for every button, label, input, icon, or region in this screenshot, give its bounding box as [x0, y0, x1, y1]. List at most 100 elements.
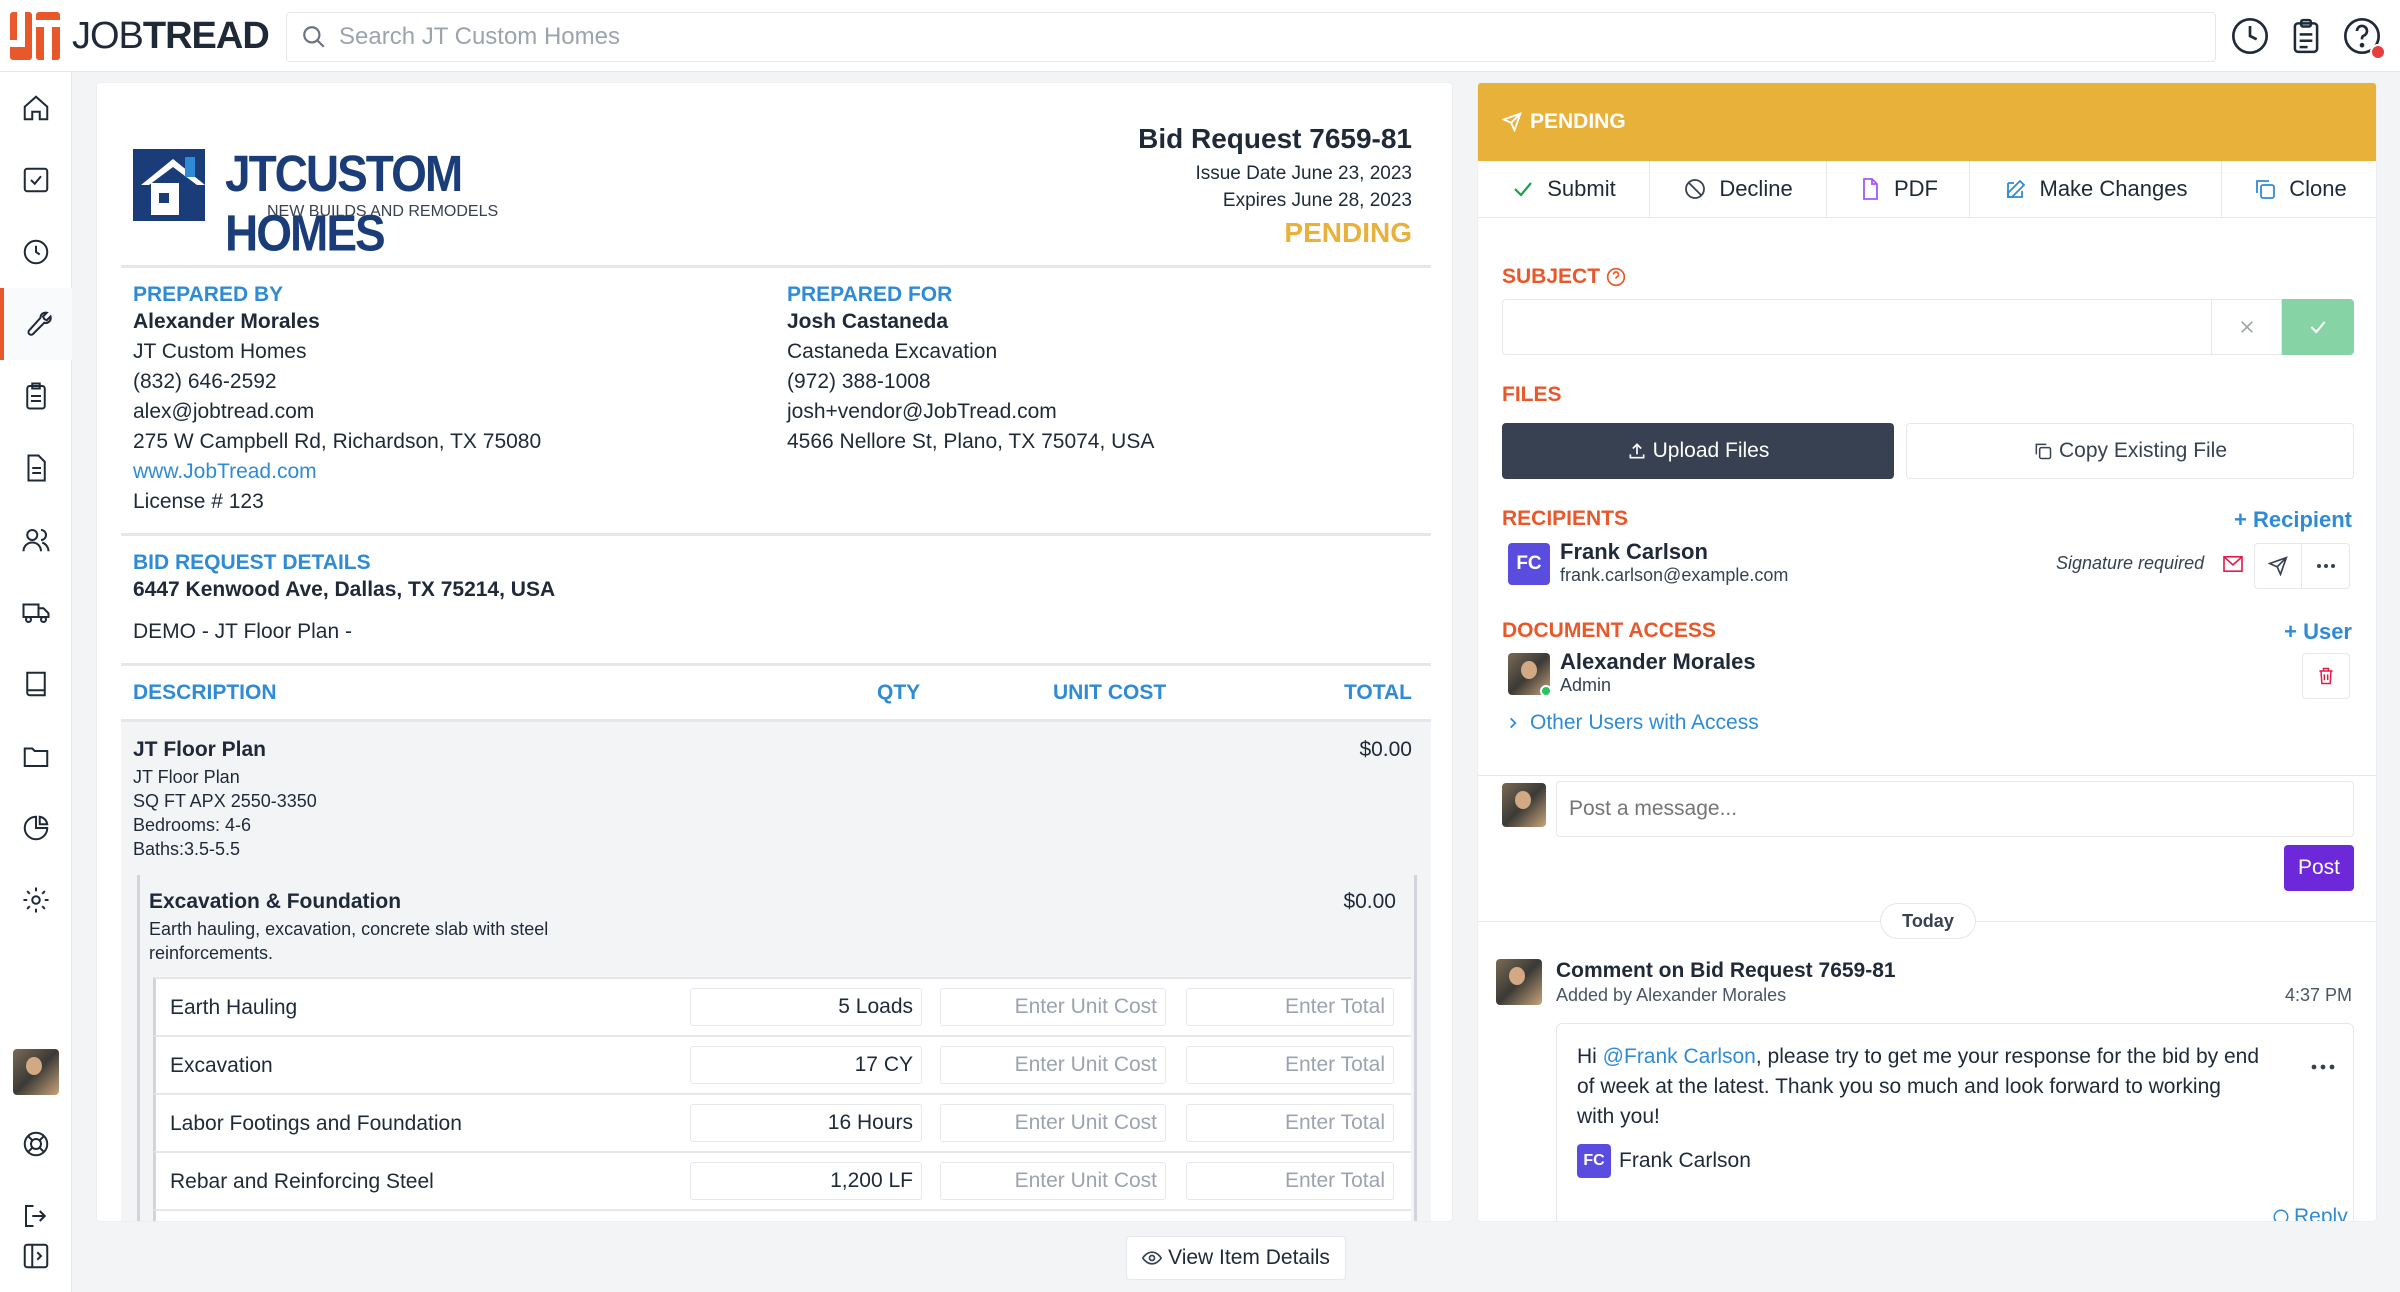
view-item-details-button[interactable]: View Item Details: [1126, 1236, 1346, 1280]
comment-avatar: [1496, 959, 1542, 1005]
search-input[interactable]: [339, 23, 2139, 51]
make-changes-button[interactable]: Make Changes: [1970, 161, 2222, 217]
bid-details-block: BID REQUEST DETAILS 6447 Kenwood Ave, Da…: [133, 551, 555, 647]
company-name: JTCUSTOM HOMES: [225, 144, 463, 262]
reply-icon: [2273, 1209, 2289, 1221]
access-user-avatar: [1508, 653, 1552, 697]
other-users-toggle[interactable]: Other Users with Access: [1506, 711, 1759, 735]
bid-status: PENDING: [1284, 217, 1412, 248]
collapse-sidebar-icon[interactable]: [0, 1220, 72, 1292]
help-icon[interactable]: [2340, 14, 2386, 60]
total-input[interactable]: [1186, 1162, 1394, 1200]
users-icon[interactable]: [0, 504, 72, 576]
clipboard-list-icon[interactable]: [0, 360, 72, 432]
app-name: JOBTREAD: [72, 14, 270, 57]
table-row: Labor Footings and Foundation 16 Hours: [153, 1093, 1411, 1151]
prepared-for-company: Castaneda Excavation: [787, 340, 998, 363]
total-input[interactable]: [1186, 1046, 1394, 1084]
subgroup-line: reinforcements.: [149, 943, 274, 963]
prepared-for-block: PREPARED FOR Josh Castaneda Castaneda Ex…: [787, 283, 1154, 457]
unit-cost-input[interactable]: [940, 1046, 1166, 1084]
composer-avatar: [1502, 783, 1546, 827]
tagged-user-name: Frank Carlson: [1619, 1149, 1751, 1172]
clear-subject-button[interactable]: [2212, 299, 2282, 355]
reply-button[interactable]: Reply: [2272, 1205, 2348, 1221]
comment-more-icon[interactable]: [2311, 1064, 2335, 1070]
prepared-by-block: PREPARED BY Alexander Morales JT Custom …: [133, 283, 541, 517]
send-to-recipient-button[interactable]: [2254, 543, 2302, 589]
subject-label: SUBJECT: [1502, 265, 1626, 289]
add-recipient-button[interactable]: + Recipient: [2234, 507, 2352, 532]
time-clock-icon[interactable]: [2228, 14, 2272, 58]
clock-icon[interactable]: [0, 216, 72, 288]
job-note: DEMO - JT Floor Plan -: [133, 620, 352, 643]
settings-gear-icon[interactable]: [0, 864, 72, 936]
copy-existing-file-button[interactable]: Copy Existing File: [1906, 423, 2354, 479]
bid-request-document: JTCUSTOM HOMES NEW BUILDS AND REMODELS B…: [96, 82, 1453, 1222]
support-lifebuoy-icon[interactable]: [0, 1108, 72, 1180]
remove-access-button[interactable]: [2302, 653, 2350, 699]
actions-bar: [1478, 161, 2376, 218]
subgroup-name: Excavation & Foundation: [149, 890, 402, 913]
mention-link[interactable]: @Frank Carlson: [1602, 1045, 1756, 1068]
book-icon[interactable]: [0, 648, 72, 720]
mail-icon[interactable]: [2222, 555, 2244, 573]
clipboard-icon[interactable]: [2284, 14, 2328, 58]
folder-icon[interactable]: [0, 720, 72, 792]
prepared-by-name: Alexander Morales: [133, 310, 320, 333]
brand-logo[interactable]: JOBTREAD: [10, 12, 270, 60]
confirm-subject-button[interactable]: [2282, 299, 2354, 355]
recipient-avatar: FC: [1508, 543, 1550, 585]
submit-button[interactable]: Submit: [1478, 161, 1650, 217]
table-row: Excavation 17 CY: [153, 1035, 1411, 1093]
status-banner: PENDING: [1478, 83, 2376, 161]
document-icon[interactable]: [0, 432, 72, 504]
bid-details-label: BID REQUEST DETAILS: [133, 551, 371, 574]
subgroup-block: Excavation & Foundation Earth hauling, e…: [149, 887, 548, 965]
user-avatar[interactable]: [0, 1036, 72, 1108]
prepared-by-phone: (832) 646-2592: [133, 370, 277, 393]
qty-field[interactable]: 17 CY: [690, 1046, 922, 1084]
item-name: Rebar and Reinforcing Steel: [170, 1170, 434, 1193]
total-input[interactable]: [1186, 988, 1394, 1026]
search-bar[interactable]: [286, 12, 2216, 62]
group-total: $0.00: [1359, 738, 1412, 761]
prepared-for-address: 4566 Nellore St, Plano, TX 75074, USA: [787, 430, 1155, 453]
total-input[interactable]: [1186, 1104, 1394, 1142]
recipient-more-button[interactable]: [2302, 543, 2350, 589]
help-circle-icon[interactable]: [1606, 267, 1626, 287]
group-block: JT Floor Plan JT Floor Plan SQ FT APX 25…: [133, 735, 317, 861]
upload-files-button[interactable]: Upload Files: [1502, 423, 1894, 479]
qty-field[interactable]: 5 Loads: [690, 988, 922, 1026]
unit-cost-input[interactable]: [940, 1162, 1166, 1200]
check-icon: [2310, 321, 2326, 334]
website-link[interactable]: www.JobTread.com: [133, 460, 317, 483]
clone-button[interactable]: Clone: [2222, 161, 2376, 217]
expires-date: Expires June 28, 2023: [1222, 190, 1412, 211]
bid-title: Bid Request 7659-81: [1138, 123, 1412, 154]
unit-cost-input[interactable]: [940, 1104, 1166, 1142]
add-user-button[interactable]: + User: [2284, 619, 2352, 644]
wrench-icon[interactable]: [0, 288, 72, 360]
decline-button[interactable]: Decline: [1650, 161, 1827, 217]
prepared-by-company: JT Custom Homes: [133, 340, 307, 363]
post-button[interactable]: Post: [2284, 845, 2354, 891]
unit-cost-input[interactable]: [940, 988, 1166, 1026]
comment-text: Hi: [1577, 1045, 1603, 1068]
top-bar: JOBTREAD: [0, 0, 2400, 72]
message-input[interactable]: [1556, 781, 2354, 837]
send-icon: [1502, 112, 1522, 132]
truck-icon[interactable]: [0, 576, 72, 648]
comment-bubble: Hi @Frank Carlson, please try to get me …: [1556, 1023, 2354, 1221]
subject-input[interactable]: [1502, 299, 2212, 355]
prepared-for-email: josh+vendor@JobTread.com: [787, 400, 1057, 423]
tasks-icon[interactable]: [0, 144, 72, 216]
home-icon[interactable]: [0, 72, 72, 144]
pie-chart-icon[interactable]: [0, 792, 72, 864]
prepared-for-name: Josh Castaneda: [787, 310, 949, 333]
qty-field[interactable]: 16 Hours: [690, 1104, 922, 1142]
check-icon: [1511, 177, 1535, 201]
logout-icon[interactable]: [0, 1180, 72, 1252]
pdf-button[interactable]: PDF: [1827, 161, 1970, 217]
qty-field[interactable]: 1,200 LF: [690, 1162, 922, 1200]
